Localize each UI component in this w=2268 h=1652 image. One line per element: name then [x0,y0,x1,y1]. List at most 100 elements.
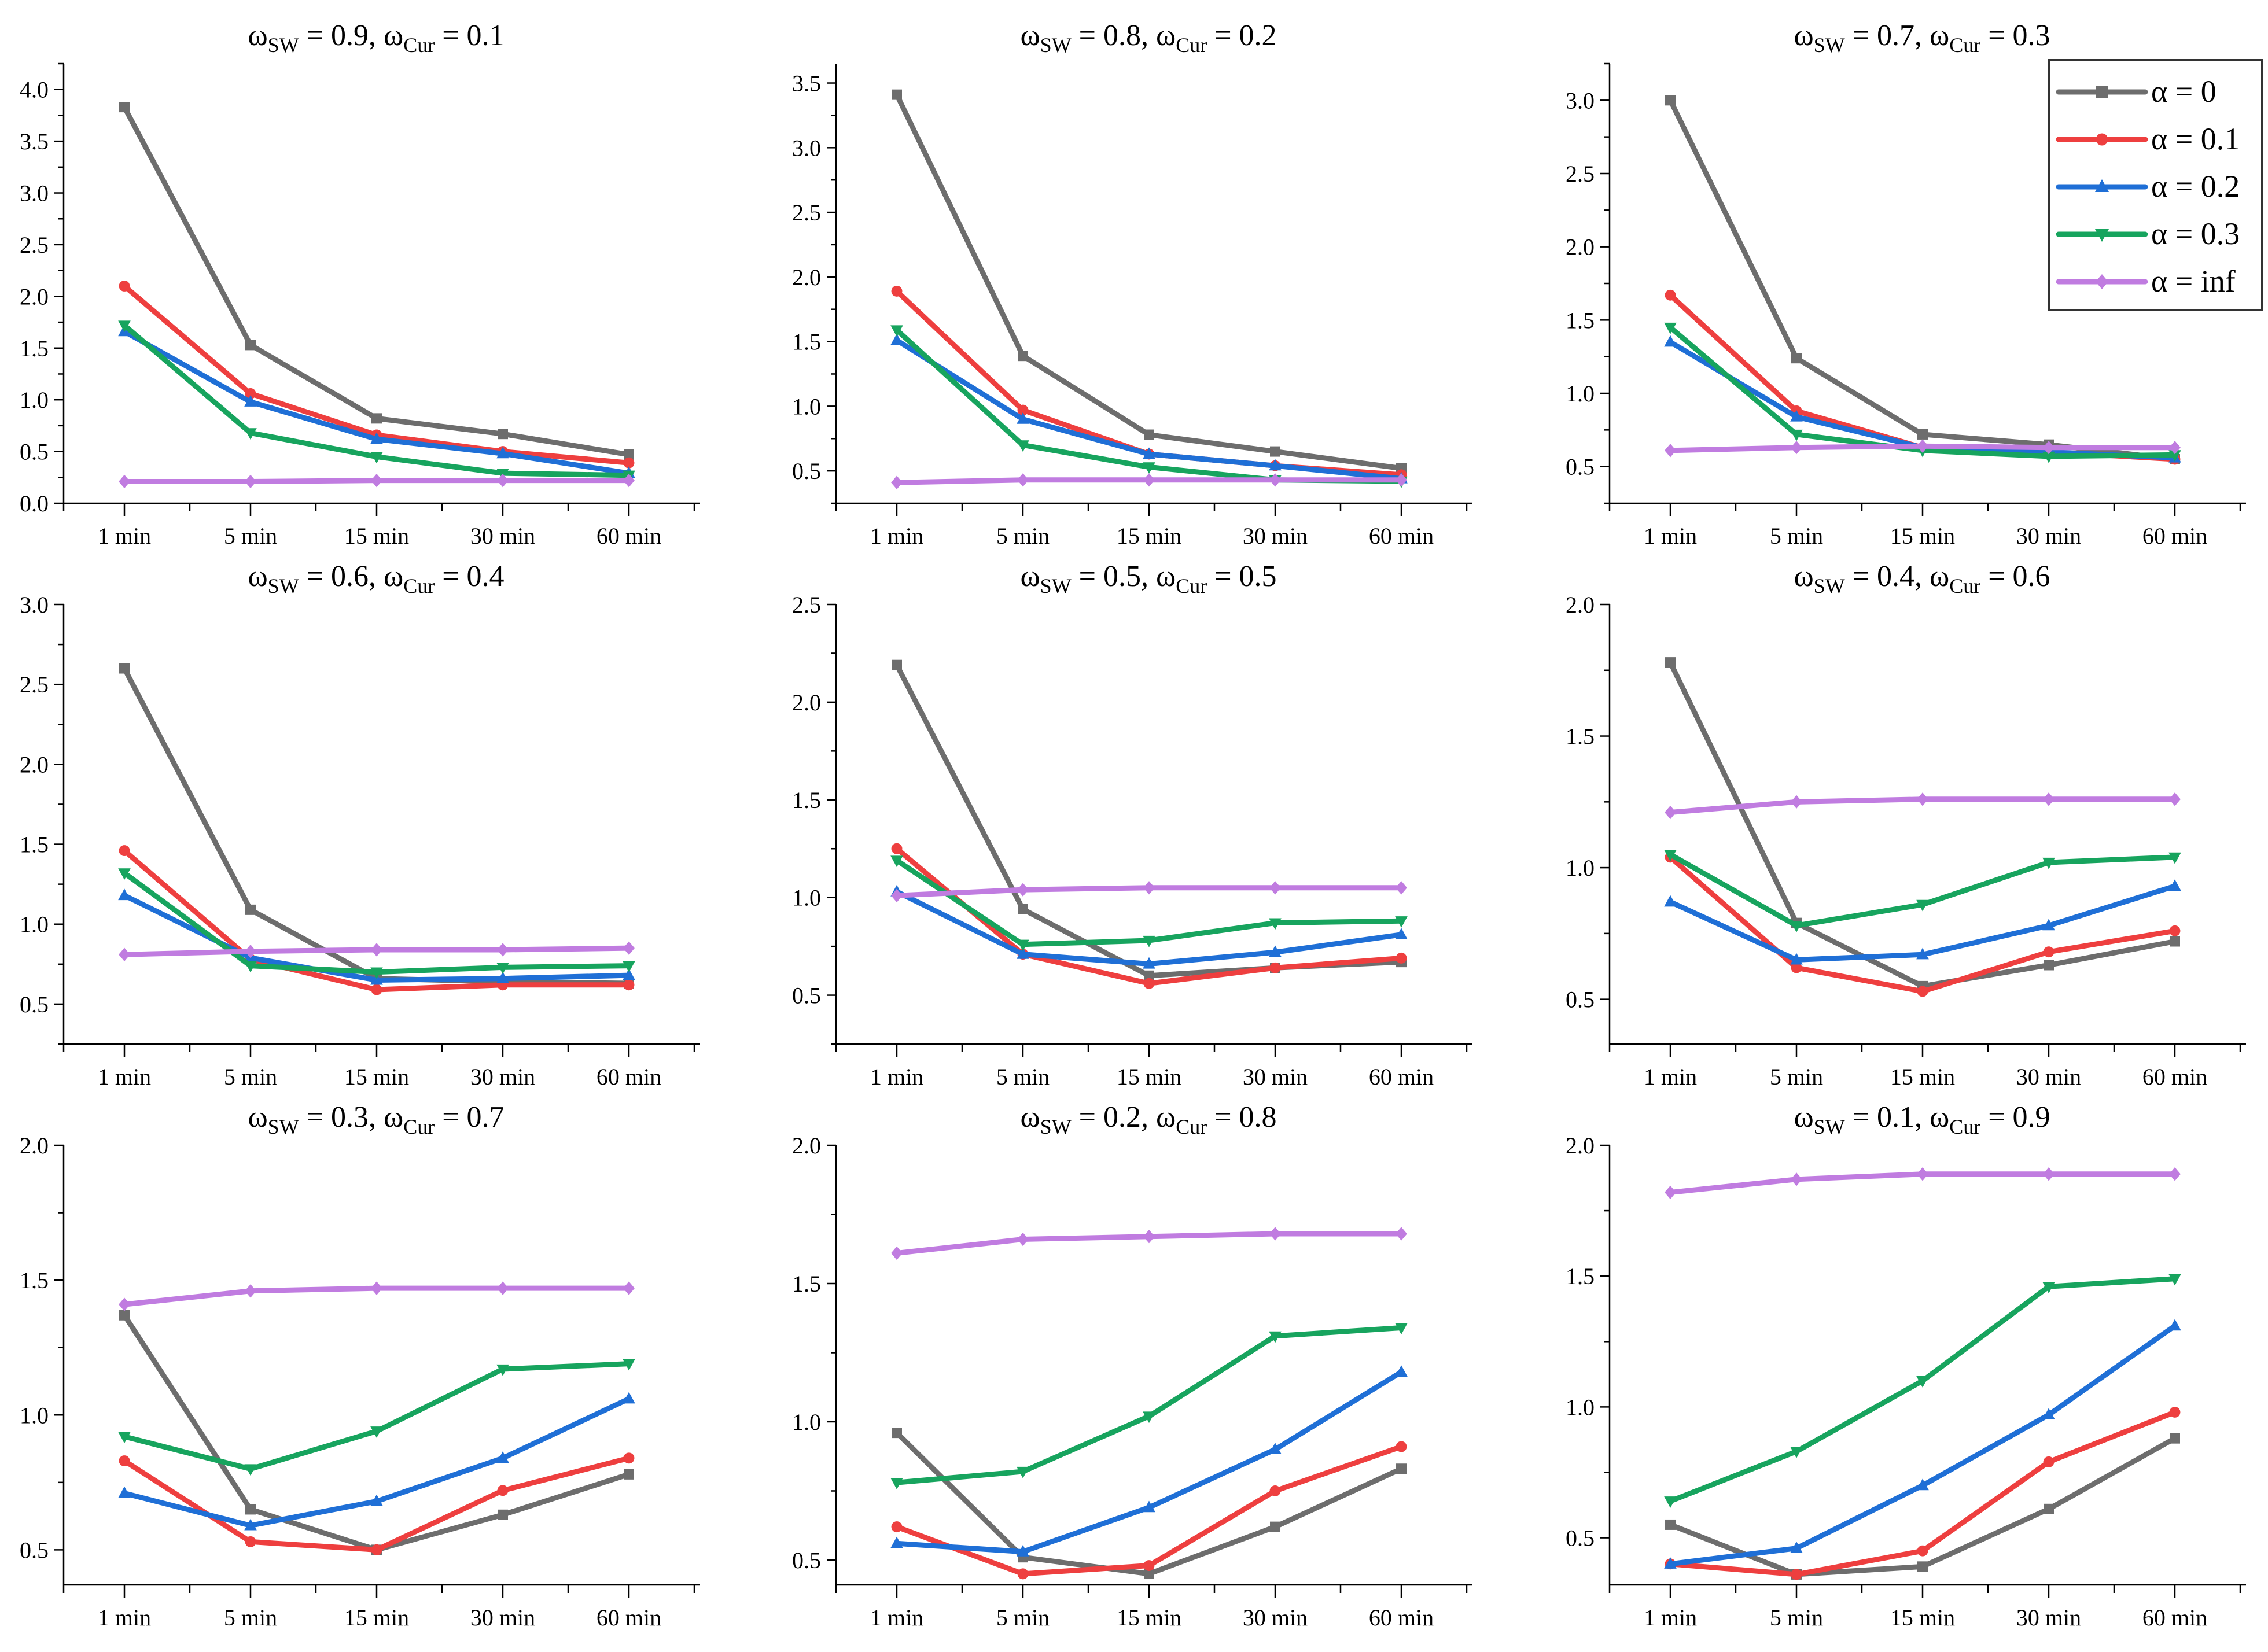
data-point [1917,986,1928,997]
y-tick-label: 2.0 [1566,234,1595,260]
chart-svg: ωSW = 0.5, ωCur = 0.5 0.5 1.0 1.5 2.0 2.5 1 mi… [792,560,1472,1090]
data-point [245,1284,256,1298]
legend-item-alpha-0: α = 0 [2050,69,2261,115]
data-point [118,868,131,880]
x-tick-label: 60 min [2142,1064,2207,1090]
series-alpha-0-3 [118,868,635,979]
data-point [244,395,257,407]
data-point [1790,410,1803,422]
data-point [1665,657,1676,668]
y-tick-label: 1.0 [1566,855,1595,881]
data-point [2168,1274,2181,1286]
y-tick-label: 3.0 [792,135,821,161]
series-alpha-0 [119,102,634,460]
chart-panel-sw-0-7: ωSW = 0.7, ωCur = 0.3 0.5 1.0 1.5 2.0 2.5 3.0 1… [1546,0,2268,549]
series-alpha-0-3 [890,856,1408,952]
y-tick-label: 0.5 [20,1537,49,1563]
data-point [890,856,903,868]
series-line [894,288,1404,478]
data-point [1395,916,1408,928]
x-tick-label: 5 min [1770,1605,1823,1631]
data-point [119,947,130,961]
y-tick-label: 2.0 [20,283,49,309]
x-tick-label: 1 min [98,1064,151,1090]
legend-swatch-alpha-inf [2056,274,2148,289]
series-alpha-inf [1665,1167,2181,1200]
legend-marker [2096,133,2108,146]
series-line [894,92,1404,471]
series-alpha-inf [891,1227,1407,1260]
series-line [1667,851,2178,928]
series-alpha-inf [891,473,1407,489]
data-point [624,1469,634,1480]
x-tick-label: 30 min [1243,523,1308,549]
x-tick-label: 15 min [1117,1605,1181,1631]
chart-panel-sw-0-9: ωSW = 0.9, ωCur = 0.1 0.0 0.5 1.0 1.5 2.0 2.5 3… [0,0,775,549]
y-tick-label: 0.5 [1566,987,1595,1013]
chart-panel-sw-0-4: ωSW = 0.4, ωCur = 0.6 0.5 1.0 1.5 2.0 1 min 5 … [1546,541,2268,1090]
data-point [1017,883,1029,897]
data-point [496,971,509,983]
data-point [623,1281,635,1295]
x-tick-label: 5 min [996,523,1050,549]
data-point [1269,1227,1281,1241]
data-point [497,473,509,488]
y-tick-label: 2.0 [792,1133,821,1159]
y-tick-label: 1.5 [1566,724,1595,750]
data-point [2043,792,2055,806]
data-point [1916,947,1929,960]
series-alpha-0-2 [118,1392,635,1531]
legend-label: α = inf [2151,264,2236,298]
x-tick-label: 30 min [1243,1064,1308,1090]
data-point [371,413,382,424]
data-point [498,429,508,440]
data-point [118,1486,131,1498]
x-tick-label: 15 min [1890,523,1955,549]
data-point [2169,925,2181,936]
data-point [370,973,383,985]
data-point [1396,473,1407,487]
data-point [1917,429,1928,440]
data-point [1665,95,1676,106]
legend-swatch-alpha-0-3 [2056,229,2148,242]
x-tick-label: 30 min [470,1605,535,1631]
data-point [1664,1496,1677,1508]
x-tick-label: 15 min [1117,1064,1181,1090]
data-point [244,1518,257,1531]
y-tick-label: 1.0 [20,912,49,938]
data-point [1791,962,1802,974]
series-line [122,666,632,986]
data-point [496,1451,509,1463]
series-alpha-0-1 [891,1441,1407,1580]
data-point [1791,353,1802,364]
legend: α = 0 α = 0.1 α = 0.2 α = 0.3 α = inf [2048,59,2263,311]
series-line [1667,1276,2178,1504]
data-point [244,961,257,973]
data-point [1396,1227,1407,1241]
legend-item-alpha-0-2: α = 0.2 [2050,164,2261,210]
data-point [370,1494,383,1506]
data-point [1665,444,1676,458]
series-line [894,889,1404,967]
data-point [1017,1544,1029,1557]
chart-title: ωSW = 0.7, ωCur = 0.3 [1794,19,2050,57]
data-point [371,473,382,488]
data-point [2044,1503,2054,1514]
y-tick-label: 0.5 [1566,1525,1595,1551]
y-tick-label: 2.5 [1566,161,1595,187]
chart-svg: ωSW = 0.6, ωCur = 0.4 0.5 1.0 1.5 2.0 2.5 3.0 1… [20,560,700,1090]
data-point [890,333,903,345]
chart-svg: ωSW = 0.2, ωCur = 0.8 0.5 1.0 1.5 2.0 1 min 5 … [792,1101,1472,1631]
data-point [1790,921,1803,932]
data-point [1269,1443,1282,1454]
data-point [1664,850,1677,862]
x-tick-label: 1 min [870,523,923,549]
data-point [2043,1167,2055,1181]
data-point [1395,928,1408,939]
data-point [890,1478,903,1489]
data-point [1664,1557,1677,1569]
chart-panel-sw-0-2: ωSW = 0.2, ωCur = 0.8 0.5 1.0 1.5 2.0 1 min 5 … [772,1082,1548,1631]
data-point [370,432,383,444]
series-alpha-0 [119,663,634,989]
data-point [1664,895,1677,907]
